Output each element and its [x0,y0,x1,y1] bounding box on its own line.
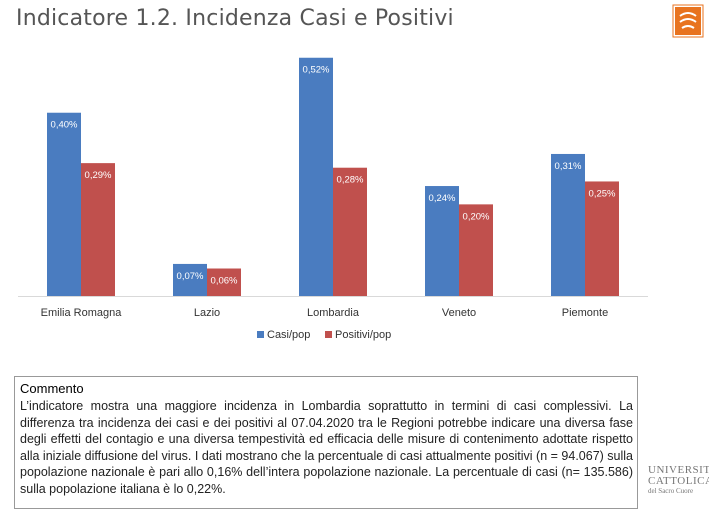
bar-casi-3 [425,186,459,296]
data-label: 0,40% [51,120,78,131]
category-label: Lazio [194,307,220,319]
data-label: 0,24% [429,193,456,204]
category-label: Lombardia [307,307,360,319]
brand-logo-icon [672,4,704,38]
logo-line-2: CATTOLICA [648,475,709,487]
data-label: 0,31% [555,161,582,172]
legend-label: Positivi/pop [335,329,391,341]
data-label: 0,07% [177,271,204,282]
bar-casi-2 [299,57,333,296]
bar-positivi-3 [459,204,493,296]
chart-svg: 0,40% 0,29% Emilia Romagna 0,07% 0,06% Lazio 0… [18,57,648,341]
category-label: Veneto [442,307,476,319]
bar-casi-4 [551,153,585,296]
university-logo: UNIVERSITÀ CATTOLICA del Sacro Cuore [648,464,709,509]
comment-box: Commento L’indicatore mostra una maggior… [14,376,638,509]
bar-casi-1 [173,263,207,296]
bar-positivi-4 [585,181,619,296]
data-label: 0,52% [303,65,330,76]
legend-swatch [257,331,264,338]
bar-positivi-2 [333,167,367,296]
data-label: 0,28% [337,175,364,186]
bar-chart: 0,40% 0,29% Emilia Romagna 0,07% 0,06% Lazio 0… [0,44,709,364]
logo-line-1: UNIVERSITÀ [648,464,709,476]
bar-casi-0 [47,112,81,297]
comment-text: L’indicatore mostra una maggiore inciden… [20,399,633,496]
legend-swatch [325,331,332,338]
page-title: Indicatore 1.2. Incidenza Casi e Positiv… [16,6,454,31]
legend-label: Casi/pop [267,329,310,341]
data-label: 0,06% [211,276,238,287]
comment-title: Commento [20,381,84,396]
data-label: 0,25% [589,188,616,199]
category-label: Emilia Romagna [41,307,123,319]
bar-positivi-0 [81,163,115,296]
logo-line-3: del Sacro Cuore [648,487,694,495]
category-label: Piemonte [562,307,608,319]
data-label: 0,20% [463,211,490,222]
data-label: 0,29% [85,170,112,181]
bar-positivi-1 [207,268,241,296]
